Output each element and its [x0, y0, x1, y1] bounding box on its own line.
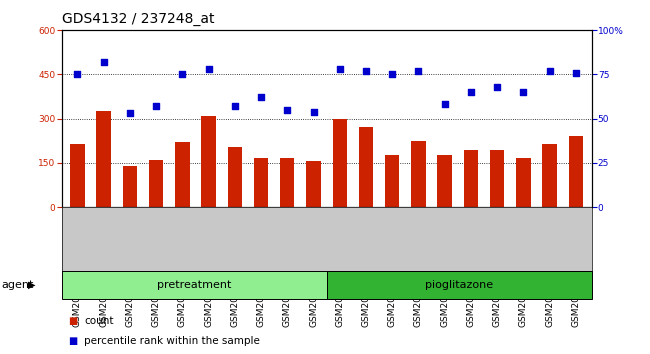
Text: GDS4132 / 237248_at: GDS4132 / 237248_at	[62, 12, 214, 27]
Text: count: count	[84, 316, 114, 326]
Text: pioglitazone: pioglitazone	[425, 280, 493, 290]
Bar	[280, 159, 294, 207]
Point	[229, 103, 240, 109]
Point	[518, 89, 528, 95]
Bar	[306, 161, 320, 207]
Point	[544, 68, 554, 74]
Point	[282, 107, 293, 113]
Point	[177, 72, 188, 77]
Point	[99, 59, 109, 65]
Point	[335, 66, 345, 72]
Bar	[411, 141, 426, 207]
Bar	[254, 159, 268, 207]
Bar	[175, 142, 190, 207]
Bar	[437, 155, 452, 207]
Text: agent: agent	[1, 280, 34, 290]
Bar	[542, 144, 557, 207]
Point	[413, 68, 424, 74]
Point	[203, 66, 214, 72]
Point	[439, 102, 450, 107]
Point	[256, 95, 266, 100]
Text: ▶: ▶	[28, 280, 36, 290]
Point	[308, 109, 318, 114]
Bar	[123, 166, 137, 207]
Point	[387, 72, 397, 77]
Bar	[70, 144, 84, 207]
Bar	[490, 149, 504, 207]
Bar	[333, 119, 347, 207]
Bar	[227, 147, 242, 207]
Bar	[463, 149, 478, 207]
Bar	[385, 155, 399, 207]
Text: ■: ■	[68, 316, 77, 326]
Bar	[359, 127, 373, 207]
Point	[492, 84, 502, 90]
Point	[151, 103, 161, 109]
Point	[465, 89, 476, 95]
Bar	[569, 136, 583, 207]
Bar	[202, 116, 216, 207]
Text: ■: ■	[68, 336, 77, 346]
Text: percentile rank within the sample: percentile rank within the sample	[84, 336, 261, 346]
Point	[72, 72, 83, 77]
Text: pretreatment: pretreatment	[157, 280, 231, 290]
Bar	[326, 271, 592, 299]
Point	[361, 68, 371, 74]
Bar	[62, 271, 326, 299]
Bar	[516, 159, 530, 207]
Point	[125, 110, 135, 116]
Bar	[149, 160, 163, 207]
Point	[571, 70, 581, 75]
Bar	[96, 111, 111, 207]
